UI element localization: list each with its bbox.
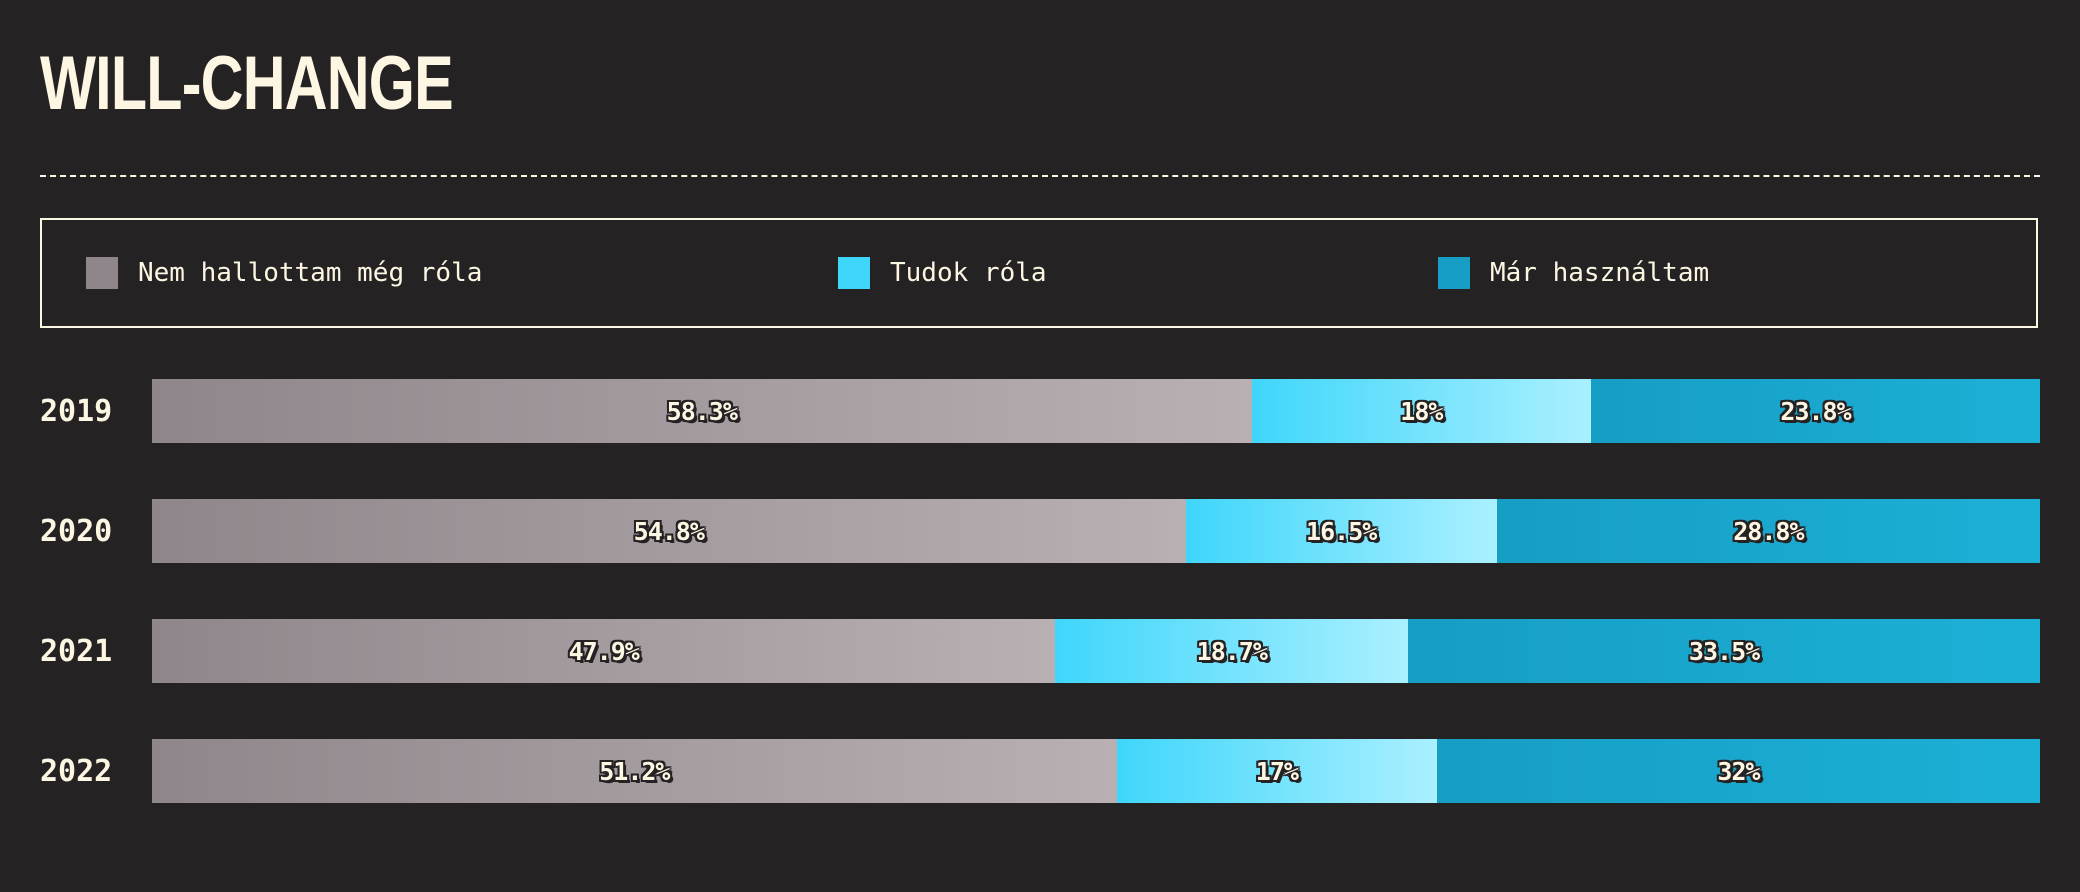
segment-tudok-rola: 16.5%: [1185, 499, 1497, 563]
segment-mar-hasznaltam: 32%: [1437, 739, 2040, 803]
data-label: 28.8%: [1733, 516, 1804, 546]
legend-item-nem-hallottam: Nem hallottam még róla: [86, 220, 482, 326]
legend-item-tudok-rola: Tudok róla: [838, 220, 1047, 326]
segment-nem-hallottam: 51.2%: [152, 739, 1117, 803]
data-label: 47.9%: [568, 636, 640, 666]
legend-label: Tudok róla: [890, 258, 1047, 288]
legend-swatch: [838, 257, 870, 289]
segment-nem-hallottam: 47.9%: [152, 619, 1056, 683]
legend-label: Már használtam: [1490, 258, 1710, 288]
bar-row-2019: 58.3% 18% 23.8%: [152, 379, 2040, 443]
year-label: 2022: [40, 754, 113, 789]
year-label: 2019: [40, 394, 113, 429]
data-label: 54.8%: [633, 516, 705, 546]
segment-mar-hasznaltam: 23.8%: [1591, 379, 2040, 443]
bar-row-2022: 51.2% 17% 32%: [152, 739, 2040, 803]
data-label: 17%: [1255, 756, 1299, 786]
segment-mar-hasznaltam: 28.8%: [1496, 499, 2040, 563]
data-label: 18.7%: [1196, 636, 1268, 666]
legend-item-mar-hasznaltam: Már használtam: [1438, 220, 1709, 326]
segment-mar-hasznaltam: 33.5%: [1408, 619, 2040, 683]
year-label: 2021: [40, 634, 113, 669]
data-label: 16.5%: [1306, 516, 1377, 546]
data-label: 58.3%: [666, 396, 738, 426]
bar-row-2020: 54.8% 16.5% 28.8%: [152, 499, 2040, 563]
data-label: 32%: [1717, 756, 1760, 786]
title-divider: [40, 175, 2040, 177]
bar-row-2021: 47.9% 18.7% 33.5%: [152, 619, 2040, 683]
segment-tudok-rola: 17%: [1116, 739, 1438, 803]
legend-label: Nem hallottam még róla: [138, 258, 483, 288]
data-label: 23.8%: [1780, 396, 1851, 426]
data-label: 51.2%: [599, 756, 670, 786]
segment-tudok-rola: 18.7%: [1055, 619, 1409, 683]
segment-tudok-rola: 18%: [1251, 379, 1592, 443]
year-label: 2020: [40, 514, 113, 549]
chart-title: WILL-CHANGE: [40, 41, 454, 126]
legend-swatch: [86, 257, 118, 289]
legend-swatch: [1438, 257, 1470, 289]
segment-nem-hallottam: 58.3%: [152, 379, 1252, 443]
legend: Nem hallottam még róla Tudok róla Már ha…: [40, 218, 2038, 328]
data-label: 33.5%: [1688, 636, 1760, 666]
data-label: 18%: [1400, 396, 1443, 426]
segment-nem-hallottam: 54.8%: [152, 499, 1186, 563]
